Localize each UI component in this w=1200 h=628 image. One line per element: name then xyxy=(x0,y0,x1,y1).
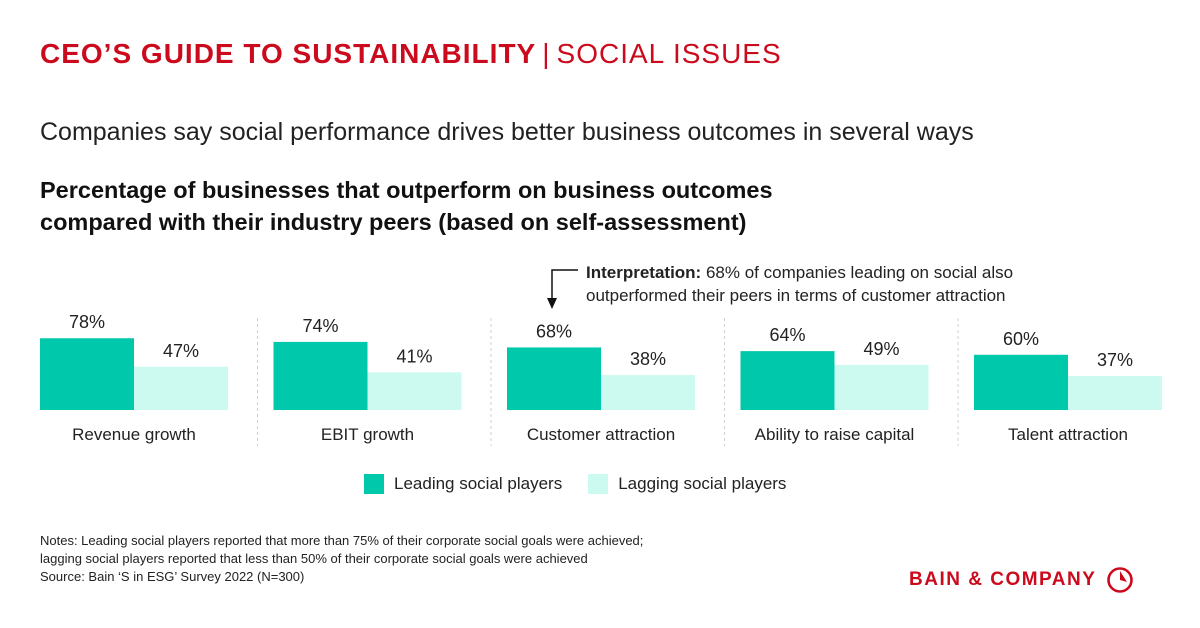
data-label: 74% xyxy=(302,316,338,336)
data-label: 78% xyxy=(69,312,105,332)
data-label: 68% xyxy=(536,321,572,341)
legend-label-lagging: Lagging social players xyxy=(618,474,787,493)
legend-item-leading: Leading social players xyxy=(364,474,562,494)
legend-swatch-leading xyxy=(364,474,384,494)
data-label: 41% xyxy=(396,346,432,366)
legend-swatch-lagging xyxy=(588,474,609,494)
data-label: 47% xyxy=(163,341,199,361)
logo-text: BAIN & COMPANY xyxy=(909,569,1097,590)
bar-lagging xyxy=(134,366,228,410)
legend-label-leading: Leading social players xyxy=(394,474,563,493)
bar-lagging xyxy=(1068,375,1162,410)
category-label: EBIT growth xyxy=(321,425,414,444)
interpretation-line-2: outperformed their peers in terms of cus… xyxy=(586,286,1006,305)
header-separator: | xyxy=(542,38,551,69)
bar-leading xyxy=(507,347,601,410)
interpretation-line-1: 68% of companies leading on social also xyxy=(705,263,1014,282)
legend: Leading social players Lagging social pl… xyxy=(364,474,812,494)
bar-lagging xyxy=(834,364,929,410)
header-title: CEO’S GUIDE TO SUSTAINABILITY xyxy=(40,38,537,69)
chart-title-line-2: compared with their industry peers (base… xyxy=(40,209,747,235)
bar-leading xyxy=(40,338,134,410)
data-label: 38% xyxy=(630,349,666,369)
bar-leading xyxy=(273,341,368,410)
source-line: Source: Bain ‘S in ESG’ Survey 2022 (N=3… xyxy=(40,569,305,584)
notes: Notes: Leading social players reported t… xyxy=(40,532,643,586)
chart-title-line-1: Percentage of businesses that outperform… xyxy=(40,177,773,203)
data-label: 60% xyxy=(1003,329,1039,349)
category-label: Talent attraction xyxy=(1008,425,1128,444)
subtitle: Companies say social performance drives … xyxy=(40,118,974,146)
bar-leading xyxy=(740,351,835,410)
category-label: Ability to raise capital xyxy=(755,425,915,444)
category-label: Customer attraction xyxy=(527,425,675,444)
annotation-arrow xyxy=(551,269,578,300)
interpretation-annotation: Interpretation: 68% of companies leading… xyxy=(586,261,1013,307)
category-label: Revenue growth xyxy=(72,425,196,444)
header-section: SOCIAL ISSUES xyxy=(556,38,782,69)
bain-logo: BAIN & COMPANY xyxy=(909,566,1134,594)
annotation-arrowhead xyxy=(547,298,557,309)
chart-title: Percentage of businesses that outperform… xyxy=(40,174,773,238)
legend-item-lagging: Lagging social players xyxy=(588,474,786,494)
bar-leading xyxy=(974,354,1068,410)
data-label: 64% xyxy=(769,325,805,345)
notes-line-1: Notes: Leading social players reported t… xyxy=(40,533,644,548)
notes-line-2: lagging social players reported that les… xyxy=(40,551,588,566)
logo-mark-icon xyxy=(1107,567,1134,593)
interpretation-label: Interpretation: xyxy=(586,263,702,282)
header: CEO’S GUIDE TO SUSTAINABILITY | SOCIAL ISS… xyxy=(40,38,782,70)
bar-lagging xyxy=(601,375,695,410)
data-label: 49% xyxy=(863,339,899,359)
data-label: 37% xyxy=(1097,350,1133,370)
bar-lagging xyxy=(367,372,462,410)
